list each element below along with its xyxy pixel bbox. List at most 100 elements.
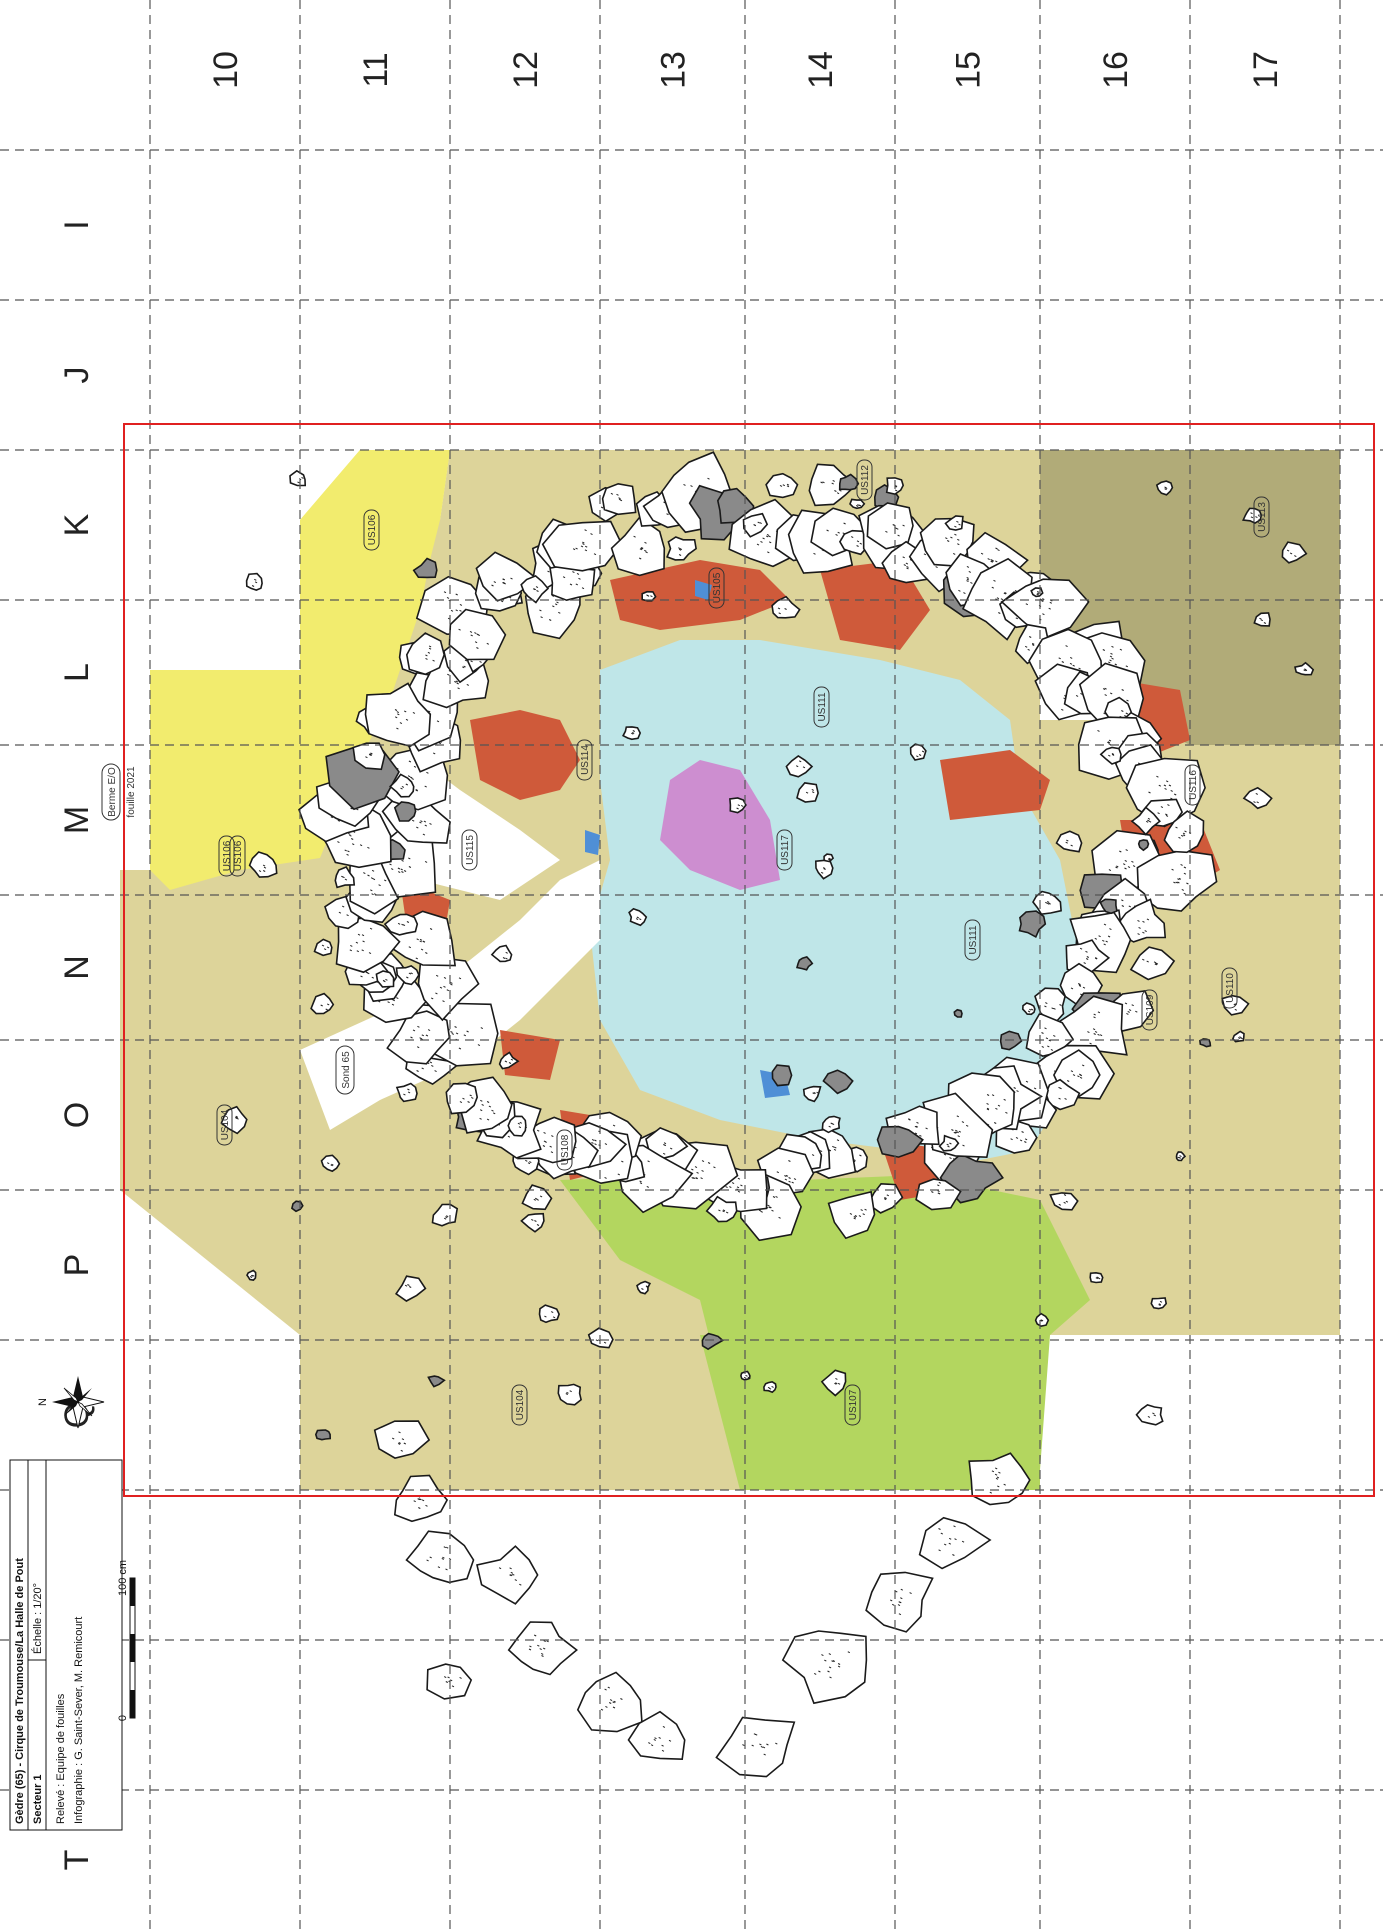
stone-speckle xyxy=(581,587,585,590)
stone-speckle xyxy=(987,558,990,561)
stone xyxy=(334,866,356,889)
svg-text:US104: US104 xyxy=(220,1109,231,1140)
stone-speckle xyxy=(443,1546,447,1549)
stone-speckle xyxy=(725,1211,729,1214)
stone-speckle xyxy=(424,785,427,788)
svg-text:US110: US110 xyxy=(1225,973,1236,1003)
stone-speckle xyxy=(367,874,370,877)
stone-speckle xyxy=(458,1047,462,1050)
stone-speckle xyxy=(398,1431,401,1434)
stone-speckle xyxy=(454,680,457,683)
stone-speckle xyxy=(621,1160,624,1163)
stone-speckle xyxy=(425,654,428,657)
zone-green-bottom xyxy=(700,1335,1040,1490)
stone-speckle xyxy=(1103,712,1106,715)
stone-speckle xyxy=(740,804,744,807)
stone-speckle xyxy=(1175,826,1178,829)
row-label: 15 xyxy=(950,51,988,89)
stone-speckle xyxy=(1064,1097,1067,1100)
stone-speckle xyxy=(1042,613,1045,616)
stone-speckle xyxy=(542,1145,546,1147)
stone-speckle xyxy=(509,1567,512,1570)
stone-speckle xyxy=(760,1210,763,1213)
stone-speckle xyxy=(396,727,399,730)
stone-speckle xyxy=(914,1132,918,1135)
stone xyxy=(715,1716,796,1778)
stone-speckle xyxy=(397,1442,401,1445)
stone-speckle xyxy=(986,1108,990,1111)
stone-speckle xyxy=(1173,881,1176,884)
stone-speckle xyxy=(1082,986,1086,989)
stone-speckle xyxy=(480,1027,484,1030)
stone-speckle xyxy=(1181,888,1185,891)
stone-speckle xyxy=(582,543,585,546)
stone-speckle xyxy=(778,1216,781,1219)
stone-speckle xyxy=(420,948,424,951)
stone-speckle xyxy=(1000,598,1004,601)
stone-speckle xyxy=(408,866,412,868)
stone xyxy=(796,955,814,971)
stone-speckle xyxy=(443,985,446,988)
stone xyxy=(1018,910,1047,939)
stone-speckle xyxy=(1033,1087,1037,1090)
stone-speckle xyxy=(470,634,473,637)
stone-speckle xyxy=(731,1182,735,1185)
stone-speckle xyxy=(600,506,604,509)
stone-speckle xyxy=(775,1742,778,1745)
stone-speckle xyxy=(412,711,416,714)
stone xyxy=(808,463,858,507)
stone-speckle xyxy=(535,586,539,589)
stone-speckle xyxy=(1036,593,1039,596)
stone-speckle xyxy=(1111,753,1115,756)
stone-speckle xyxy=(961,1540,965,1543)
stone-speckle xyxy=(965,1124,969,1127)
stone-speckle xyxy=(937,1184,940,1187)
stone-speckle xyxy=(1097,1033,1100,1036)
stone-speckle xyxy=(1170,789,1173,792)
stone xyxy=(490,944,513,963)
stone-speckle xyxy=(1050,1048,1054,1051)
stone xyxy=(765,472,799,499)
stone-speckle xyxy=(906,567,909,570)
stone-speckle xyxy=(743,1376,747,1379)
stone-speckle xyxy=(1098,935,1101,938)
stone-speckle xyxy=(1178,836,1181,839)
stone-speckle xyxy=(966,565,970,568)
stone-speckle xyxy=(765,535,769,538)
zone-blue-1 xyxy=(585,830,600,855)
stone-speckle xyxy=(646,1185,650,1188)
stone-speckle xyxy=(891,1603,895,1606)
stone-speckle xyxy=(371,893,374,896)
stone-speckle xyxy=(828,857,832,860)
stone-speckle xyxy=(618,498,622,501)
stone-speckle xyxy=(420,820,423,823)
stone-speckle xyxy=(457,687,460,690)
stone-speckle xyxy=(435,992,438,995)
stone xyxy=(771,1064,793,1087)
stone-speckle xyxy=(736,807,739,810)
stone-speckle xyxy=(234,1117,238,1120)
stone-speckle xyxy=(620,1698,623,1700)
stone-speckle xyxy=(995,560,998,563)
stone-speckle xyxy=(1005,1111,1008,1114)
stone-speckle xyxy=(603,1341,607,1344)
stone-speckle xyxy=(428,647,432,650)
stone xyxy=(729,797,747,814)
stone-speckle xyxy=(1115,866,1118,869)
stone-speckle xyxy=(837,1665,841,1668)
stone xyxy=(953,1008,963,1018)
stone-speckle xyxy=(1179,1155,1182,1158)
stone-speckle xyxy=(362,940,365,943)
stone-speckle xyxy=(1048,902,1051,905)
stone-speckle xyxy=(956,1115,960,1118)
stone xyxy=(1099,746,1122,765)
stone-speckle xyxy=(646,1286,649,1288)
stone-speckle xyxy=(1070,844,1073,847)
stone-speckle xyxy=(476,647,479,649)
stone-speckle xyxy=(1173,793,1177,796)
stone-speckle xyxy=(350,838,354,840)
stone-speckle xyxy=(692,1177,696,1180)
stone-speckle xyxy=(455,680,459,683)
stone-speckle xyxy=(235,1115,238,1118)
stone-speckle xyxy=(391,1437,395,1440)
